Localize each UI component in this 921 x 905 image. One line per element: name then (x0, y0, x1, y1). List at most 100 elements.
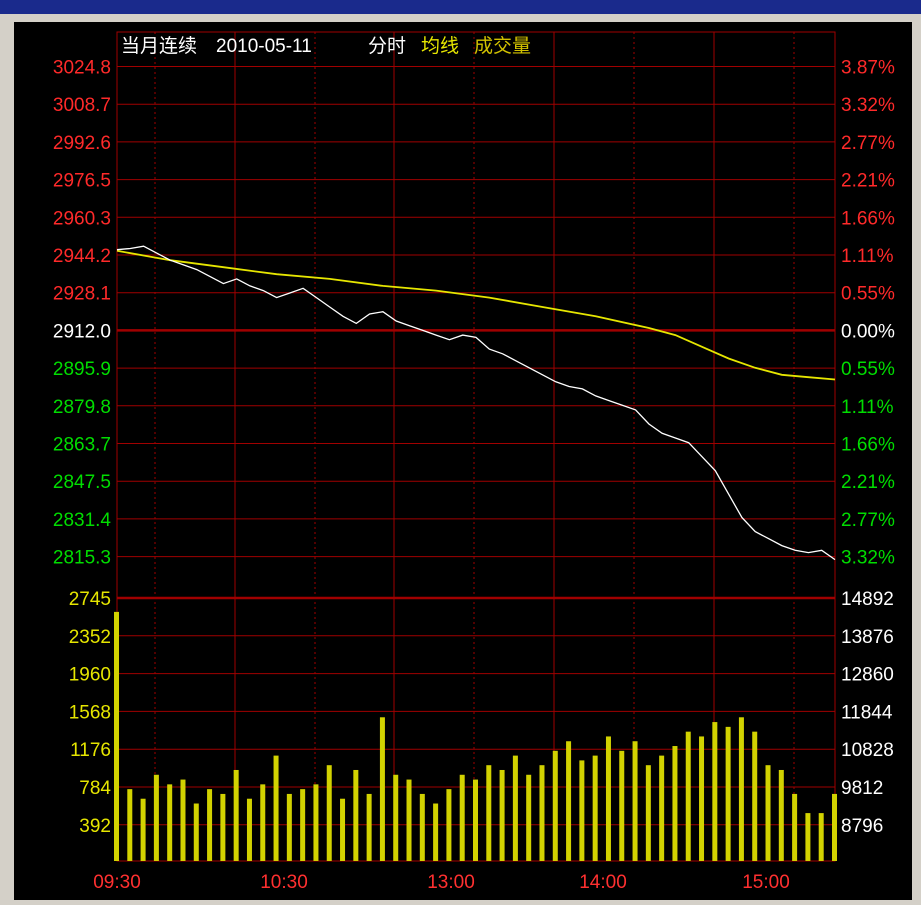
price-tick-label: 3008.7 (53, 95, 111, 116)
volume-bar (619, 750, 625, 861)
volume-bar (193, 803, 199, 861)
volume-tick-label: 2352 (69, 627, 111, 648)
avg-line-series (116, 249, 836, 381)
volume-tick-label: 1176 (70, 740, 111, 761)
intraday-chart[interactable]: 3024.8 3008.7 2992.6 2976.5 2960.3 2944.2 2928… (14, 22, 912, 900)
price-tick-label: 2976.5 (53, 171, 111, 192)
price-tick-label: 3024.8 (53, 58, 111, 79)
legend-avg-line[interactable]: 均线 (421, 35, 459, 57)
chart-panel: 3024.8 3008.7 2992.6 2976.5 2960.3 2944.2 2928… (14, 22, 912, 900)
pct-tick-label: 3.32% (841, 95, 895, 116)
volume-bar (233, 769, 239, 861)
pct-tick-label: 0.55% (841, 284, 895, 305)
volume-bar (566, 741, 572, 861)
volume-bar (699, 736, 705, 861)
pct-tick-label: 2.21% (841, 472, 895, 493)
volume-bar (592, 755, 598, 861)
price-tick-label: 2847.5 (53, 472, 111, 493)
volume-right-tick-label: 8796 (841, 816, 883, 837)
pct-tick-label: 2.77% (841, 133, 895, 154)
volume-bar (167, 784, 173, 861)
volume-bar (645, 765, 651, 861)
price-tick-label: 2895.9 (53, 359, 111, 380)
price-tick-label: 2928.1 (53, 284, 111, 305)
time-tick-label: 14:00 (579, 872, 627, 893)
window-title-bar (0, 0, 921, 14)
volume-right-tick-label: 12860 (841, 665, 894, 686)
volume-bar (765, 765, 771, 861)
volume-bar (393, 774, 399, 861)
volume-tick-label: 784 (79, 778, 111, 799)
pct-tick-label: 0.00% (841, 321, 895, 342)
volume-bar (406, 779, 412, 861)
volume-bar (326, 765, 332, 861)
label-layer: 3024.8 3008.7 2992.6 2976.5 2960.3 2944.2 2928… (53, 58, 895, 894)
volume-bar (153, 774, 159, 861)
pct-tick-label: 2.21% (841, 171, 895, 192)
pct-tick-label: 1.66% (841, 208, 895, 229)
volume-bar (632, 741, 638, 861)
time-tick-label: 15:00 (742, 872, 790, 893)
header-prefix: 当月连续 (121, 35, 197, 57)
volume-bar (207, 789, 213, 861)
volume-bar (273, 755, 279, 861)
header-date: 2010-05-11 (216, 36, 312, 57)
volume-bar (180, 779, 186, 861)
price-tick-label: 2863.7 (53, 435, 111, 456)
volume-bar (459, 774, 465, 861)
volume-right-tick-label: 9812 (841, 778, 883, 799)
pct-tick-label: 1.11% (841, 397, 894, 418)
price-tick-label: 2831.4 (53, 510, 112, 531)
volume-bar (526, 774, 532, 861)
volume-bar (499, 769, 505, 861)
price-tick-label: 2815.3 (53, 548, 111, 569)
volume-bar (286, 793, 292, 861)
legend-volume[interactable]: 成交量 (474, 35, 531, 57)
pct-tick-label: 3.32% (841, 548, 895, 569)
volume-right-tick-label: 14892 (841, 589, 894, 610)
price-tick-label: 2944.2 (53, 246, 111, 267)
volume-bar (486, 765, 492, 861)
volume-bar (725, 726, 731, 861)
volume-bar (672, 746, 678, 861)
volume-bar (366, 793, 372, 861)
volume-bar (246, 798, 252, 861)
volume-bar (473, 779, 478, 861)
volume-bar (832, 793, 837, 861)
volume-bar (340, 798, 346, 861)
volume-bar (605, 736, 611, 861)
price-tick-label: 2879.8 (53, 397, 111, 418)
volume-bar (792, 793, 798, 861)
volume-bar (752, 731, 758, 861)
volume-bar (353, 769, 359, 861)
volume-bar (127, 789, 133, 861)
volume-bar (114, 611, 119, 861)
time-tick-label: 13:00 (427, 872, 475, 893)
volume-bar (220, 793, 226, 861)
volume-right-tick-label: 10828 (841, 740, 894, 761)
volume-bar (313, 784, 319, 861)
volume-tick-label: 1568 (69, 702, 111, 723)
volume-layer (114, 611, 837, 861)
volume-bar (539, 765, 545, 861)
volume-bar (685, 731, 691, 861)
volume-tick-label: 392 (79, 816, 111, 837)
price-tick-label: 2992.6 (53, 133, 111, 154)
pct-tick-label: 0.55% (841, 359, 895, 380)
volume-bar (446, 789, 452, 861)
pct-tick-label: 2.77% (841, 510, 895, 531)
time-tick-label: 09:30 (93, 872, 141, 893)
pct-tick-label: 1.11% (841, 246, 894, 267)
volume-bar (579, 760, 585, 861)
price-tick-label: 2912.0 (53, 321, 111, 342)
pct-tick-label: 3.87% (841, 58, 895, 79)
line-layer (116, 245, 836, 561)
pct-tick-label: 1.66% (841, 435, 895, 456)
volume-bar (805, 813, 811, 861)
volume-right-tick-label: 13876 (841, 627, 894, 648)
volume-bar (659, 755, 665, 861)
volume-right-tick-label: 11844 (841, 702, 893, 723)
volume-bar (433, 803, 439, 861)
volume-bar (818, 813, 824, 861)
volume-bar (260, 784, 266, 861)
